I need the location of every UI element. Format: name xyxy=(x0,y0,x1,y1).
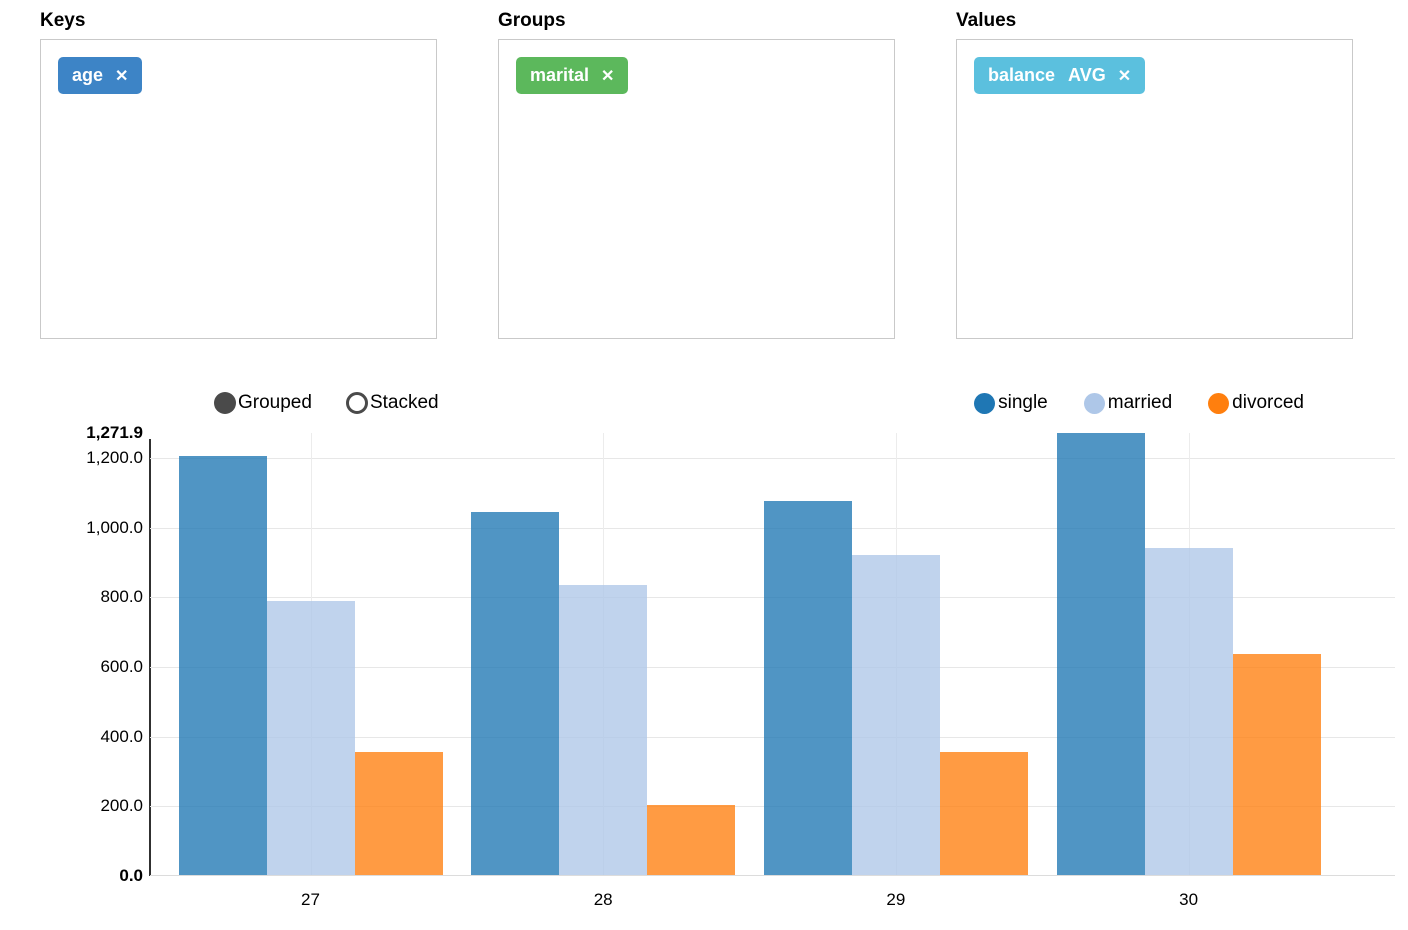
keys-panel-title: Keys xyxy=(40,10,86,31)
y-gridline xyxy=(150,458,1395,460)
y-tick-label: 1,000.0 xyxy=(86,517,143,537)
field-tag-label: marital xyxy=(530,65,590,85)
y-tick-label: 400.0 xyxy=(100,726,143,746)
y-tick-label: 1,200.0 xyxy=(86,448,143,468)
field-tag-marital[interactable]: marital ✕ xyxy=(516,57,629,94)
y-tick-label: 600.0 xyxy=(100,657,143,677)
bar-married-30[interactable] xyxy=(1144,548,1233,876)
grouped-mode-label: Grouped xyxy=(238,392,312,413)
remove-tag-icon[interactable]: ✕ xyxy=(601,67,615,85)
y-tick-label: 200.0 xyxy=(100,796,143,816)
grouped-bar-chart: Grouped Stacked single married divorced … xyxy=(0,373,1408,929)
field-tag-age[interactable]: age ✕ xyxy=(58,57,143,94)
values-panel-title: Values xyxy=(956,10,1017,31)
bar-married-28[interactable] xyxy=(559,585,648,876)
bar-divorced-27[interactable] xyxy=(354,752,443,876)
plot-area xyxy=(149,433,1395,876)
stacked-mode-label: Stacked xyxy=(369,392,439,413)
series-legend: single married divorced xyxy=(974,392,1304,414)
x-tick-label: 29 xyxy=(886,890,906,909)
y-tick-label: 1,271.9 xyxy=(86,423,143,442)
keys-panel: Keys age ✕ xyxy=(40,10,437,339)
y-tick-label: 800.0 xyxy=(100,587,143,607)
legend-item-single[interactable]: single xyxy=(974,392,1048,414)
field-drop-zones: Keys age ✕ Groups marital ✕ Values balan… xyxy=(0,0,1408,339)
married-legend-dot-icon xyxy=(1083,392,1105,414)
bar-divorced-28[interactable] xyxy=(647,805,736,876)
bar-divorced-30[interactable] xyxy=(1232,653,1321,876)
bar-divorced-29[interactable] xyxy=(939,752,1028,876)
stacked-mode-radio[interactable]: Stacked xyxy=(345,392,439,414)
x-tick-label: 27 xyxy=(301,890,320,909)
y-axis-line xyxy=(149,439,151,876)
groups-drop-zone[interactable]: marital ✕ xyxy=(498,39,895,339)
bar-married-29[interactable] xyxy=(851,554,940,876)
bar-single-28[interactable] xyxy=(471,512,560,876)
x-tick-label: 28 xyxy=(593,890,613,909)
y-tick-label: 0.0 xyxy=(119,866,143,885)
legend-label: married xyxy=(1107,392,1173,413)
field-tag-label: balance xyxy=(988,65,1056,85)
values-drop-zone[interactable]: balance AVG ✕ xyxy=(956,39,1353,339)
keys-drop-zone[interactable]: age ✕ xyxy=(40,39,437,339)
chart-mode-switcher: Grouped Stacked xyxy=(214,392,439,414)
legend-label: divorced xyxy=(1232,392,1304,413)
bar-single-29[interactable] xyxy=(763,500,852,876)
field-tag-balance-avg[interactable]: balance AVG ✕ xyxy=(974,57,1146,94)
legend-label: single xyxy=(998,392,1048,413)
bar-single-30[interactable] xyxy=(1056,433,1145,876)
radio-filled-icon[interactable] xyxy=(214,392,236,414)
values-panel: Values balance AVG ✕ xyxy=(956,10,1353,339)
bar-married-27[interactable] xyxy=(266,600,355,876)
groups-panel-title: Groups xyxy=(498,10,566,31)
y-axis: 0.0 200.0 400.0 600.0 800.0 1,000.0 1,200.0 1,2… xyxy=(0,423,143,885)
divorced-legend-dot-icon xyxy=(1208,392,1230,414)
x-tick-label: 30 xyxy=(1179,890,1199,909)
remove-tag-icon[interactable]: ✕ xyxy=(115,67,129,85)
legend-item-divorced[interactable]: divorced xyxy=(1208,392,1304,414)
x-axis: 27 28 29 30 xyxy=(150,890,1395,914)
field-tag-aggregate: AVG xyxy=(1068,65,1106,85)
field-tag-label: age xyxy=(72,65,104,85)
groups-panel: Groups marital ✕ xyxy=(498,10,895,339)
grouped-mode-radio[interactable]: Grouped xyxy=(214,392,312,414)
legend-item-married[interactable]: married xyxy=(1083,392,1173,414)
bar-single-27[interactable] xyxy=(178,456,267,876)
x-axis-line xyxy=(150,875,1395,876)
single-legend-dot-icon xyxy=(974,392,996,414)
remove-tag-icon[interactable]: ✕ xyxy=(1117,67,1132,85)
radio-empty-icon[interactable] xyxy=(345,392,368,414)
